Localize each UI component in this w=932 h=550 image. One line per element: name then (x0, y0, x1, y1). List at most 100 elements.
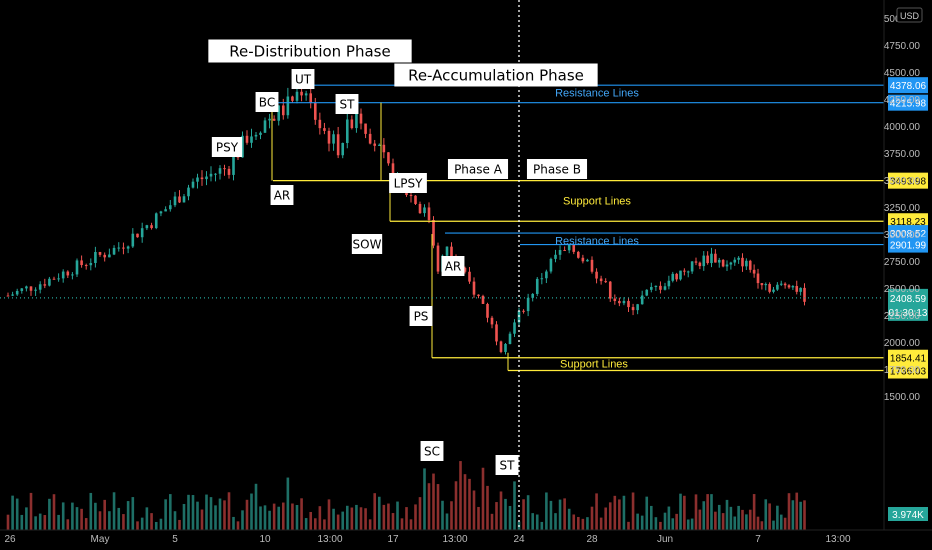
candle (57, 273, 60, 282)
volume-bar (196, 501, 199, 530)
candle (586, 258, 589, 262)
y-tick-label: 2500.00 (884, 284, 921, 295)
svg-text:2408.59: 2408.59 (890, 294, 927, 305)
zone-label: Resistance Lines (555, 236, 639, 248)
svg-text:LPSY: LPSY (394, 176, 424, 190)
volume-bar (671, 518, 675, 530)
volume-bar (756, 516, 760, 530)
candle (323, 122, 326, 135)
candle (71, 272, 74, 280)
volume-bar (108, 511, 111, 530)
volume-bar (66, 519, 70, 530)
zone-label: Support Lines (563, 196, 631, 208)
svg-text:ST: ST (500, 458, 516, 472)
wyckoff-annotations: Re-Distribution Phase Re-Accumulation Pha… (208, 39, 598, 475)
zone-label: Resistance Lines (555, 88, 639, 100)
volume-bar (20, 514, 24, 530)
candle (98, 251, 102, 257)
volume-bar (667, 506, 671, 530)
candle (11, 291, 14, 297)
volume-bar (38, 513, 42, 530)
candle (622, 297, 626, 306)
candle (48, 276, 51, 287)
candle (604, 278, 607, 283)
volume-bar (223, 500, 226, 530)
candle (683, 268, 686, 276)
volume-bar (178, 519, 181, 530)
volume-bar (640, 515, 644, 530)
svg-text:3118.23: 3118.23 (890, 217, 926, 228)
candle (52, 276, 56, 280)
volume-bar (526, 495, 530, 530)
svg-text:3493.98: 3493.98 (890, 177, 927, 188)
volume-bar (112, 492, 116, 530)
candle (43, 278, 47, 289)
volume-bar (748, 509, 752, 530)
volume-bar (227, 492, 231, 530)
candle (145, 224, 149, 231)
svg-text:BC: BC (259, 95, 275, 109)
price-level-badge: 1854.41 (888, 349, 928, 366)
volume-bar (791, 500, 795, 530)
svg-text:UT: UT (295, 72, 312, 86)
candle (654, 285, 658, 291)
y-tick-label: 2000.00 (884, 338, 921, 349)
volume-bar (236, 521, 240, 530)
candle (117, 242, 121, 252)
candle (84, 263, 88, 270)
candle (350, 115, 354, 130)
candle (717, 257, 721, 268)
currency-button[interactable]: USD (896, 7, 923, 23)
volume-bar (254, 483, 258, 530)
volume-bar (432, 473, 435, 530)
volume-bar (52, 494, 56, 530)
svg-text:3008.52: 3008.52 (890, 229, 927, 240)
candle (481, 294, 485, 304)
volume-bar (486, 485, 489, 530)
volume-bar (209, 497, 213, 530)
candle (336, 126, 340, 159)
volume-bar (636, 513, 639, 530)
wyckoff-label: PS (409, 306, 433, 326)
candle (756, 268, 760, 289)
volume-bar (140, 517, 144, 530)
svg-text:Re-Accumulation Phase: Re-Accumulation Phase (408, 66, 584, 84)
wyckoff-label: ST (335, 94, 359, 114)
volume-bar (803, 500, 806, 530)
candle (327, 127, 331, 152)
candle (702, 251, 706, 271)
volume-bar (232, 516, 235, 530)
candle (667, 275, 671, 290)
candle (468, 267, 471, 284)
candle (764, 282, 768, 291)
candle (6, 292, 10, 297)
svg-text:4378.06: 4378.06 (890, 81, 927, 92)
candle (364, 123, 367, 139)
candle (126, 245, 130, 254)
candle (686, 270, 690, 278)
volume-bar (683, 495, 686, 530)
volume-bar (318, 506, 322, 530)
volume-bar (454, 481, 458, 530)
volume-bar (332, 508, 335, 530)
candle (522, 309, 525, 314)
volume-bar (61, 502, 65, 530)
candle (15, 288, 19, 296)
volume-bar (377, 496, 381, 530)
candle (178, 190, 181, 204)
candle (223, 164, 226, 176)
volume-bar (645, 496, 649, 530)
candle (741, 253, 744, 272)
volume-bar (43, 515, 47, 530)
volume-bar (508, 505, 512, 530)
candle (725, 260, 729, 271)
volume-bar (650, 505, 653, 530)
volume-bar (522, 499, 525, 530)
candle (645, 289, 649, 297)
volume-bar (663, 512, 667, 530)
svg-text:4215.98: 4215.98 (890, 99, 927, 110)
volume-bar (441, 500, 444, 530)
volume-bar (776, 505, 779, 530)
svg-text:USD: USD (900, 11, 920, 21)
